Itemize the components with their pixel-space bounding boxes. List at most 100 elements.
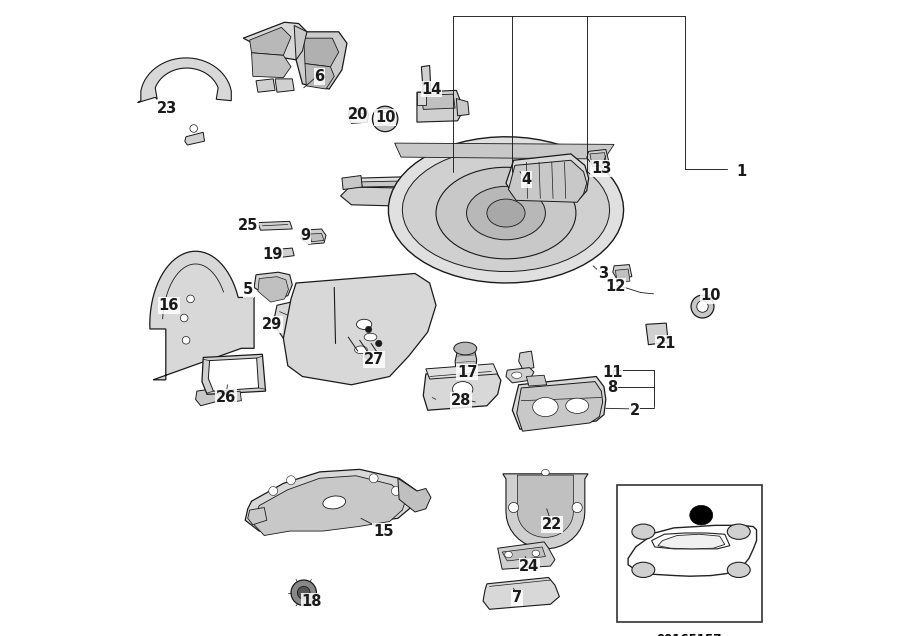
Ellipse shape	[566, 398, 589, 413]
Polygon shape	[658, 534, 724, 549]
Bar	[616, 485, 761, 622]
Polygon shape	[305, 64, 334, 89]
Polygon shape	[646, 323, 668, 345]
Polygon shape	[138, 58, 231, 102]
Text: 21: 21	[656, 336, 677, 351]
Ellipse shape	[291, 580, 317, 605]
Text: 7: 7	[512, 590, 522, 605]
Ellipse shape	[487, 199, 525, 227]
Polygon shape	[506, 368, 534, 383]
Polygon shape	[503, 474, 588, 549]
Text: 13: 13	[591, 161, 612, 176]
Text: 1: 1	[736, 164, 746, 179]
Ellipse shape	[454, 342, 477, 355]
Polygon shape	[590, 153, 607, 167]
Text: 8: 8	[608, 380, 617, 396]
Polygon shape	[508, 160, 587, 202]
Text: 29: 29	[262, 317, 282, 332]
Polygon shape	[652, 533, 730, 549]
Ellipse shape	[323, 496, 346, 509]
Polygon shape	[348, 108, 369, 123]
Text: 18: 18	[302, 593, 322, 609]
Polygon shape	[274, 299, 311, 338]
Polygon shape	[248, 508, 266, 525]
Polygon shape	[258, 277, 289, 302]
Polygon shape	[417, 92, 426, 105]
Ellipse shape	[533, 398, 558, 417]
Polygon shape	[202, 354, 266, 394]
Polygon shape	[208, 358, 258, 391]
Text: 10: 10	[375, 110, 395, 125]
Text: 3: 3	[598, 266, 608, 281]
Polygon shape	[243, 22, 307, 60]
Polygon shape	[402, 148, 609, 272]
Ellipse shape	[505, 551, 512, 558]
Polygon shape	[258, 221, 292, 230]
Polygon shape	[275, 248, 294, 258]
Ellipse shape	[182, 336, 190, 344]
Text: 25: 25	[238, 218, 258, 233]
Polygon shape	[249, 27, 291, 55]
Text: 23: 23	[157, 100, 177, 116]
Polygon shape	[506, 154, 589, 198]
Ellipse shape	[286, 476, 295, 485]
Text: 15: 15	[373, 523, 393, 539]
Text: 22: 22	[542, 517, 562, 532]
Ellipse shape	[375, 340, 382, 347]
Polygon shape	[417, 90, 463, 122]
Ellipse shape	[697, 301, 708, 312]
Ellipse shape	[542, 469, 549, 476]
Polygon shape	[483, 577, 560, 609]
Text: 00165157: 00165157	[656, 633, 722, 636]
Polygon shape	[342, 176, 362, 190]
Polygon shape	[254, 272, 292, 299]
Polygon shape	[587, 149, 609, 165]
Text: 17: 17	[457, 364, 477, 380]
Ellipse shape	[365, 326, 372, 333]
Text: 26: 26	[216, 390, 237, 405]
Polygon shape	[456, 99, 469, 116]
Polygon shape	[310, 233, 324, 242]
Polygon shape	[423, 369, 501, 410]
Text: 4: 4	[521, 172, 531, 187]
Polygon shape	[149, 251, 254, 380]
Ellipse shape	[508, 502, 518, 513]
Polygon shape	[526, 375, 546, 386]
Polygon shape	[349, 173, 564, 198]
Ellipse shape	[379, 113, 392, 125]
Ellipse shape	[269, 487, 277, 495]
Text: 10: 10	[700, 288, 721, 303]
Polygon shape	[361, 178, 544, 187]
Polygon shape	[340, 187, 563, 216]
Ellipse shape	[727, 524, 751, 539]
Polygon shape	[294, 25, 307, 60]
Text: 20: 20	[347, 107, 368, 122]
Text: 12: 12	[605, 279, 626, 294]
Polygon shape	[256, 79, 275, 92]
Polygon shape	[389, 137, 624, 283]
Ellipse shape	[190, 125, 197, 132]
Ellipse shape	[466, 186, 545, 240]
Ellipse shape	[691, 295, 714, 318]
Ellipse shape	[436, 167, 576, 259]
Ellipse shape	[689, 506, 713, 525]
Polygon shape	[184, 132, 204, 145]
Polygon shape	[455, 349, 477, 377]
Ellipse shape	[392, 487, 400, 495]
Polygon shape	[252, 53, 291, 78]
Text: 24: 24	[519, 558, 540, 574]
Text: 14: 14	[421, 81, 442, 97]
Polygon shape	[517, 382, 603, 431]
Polygon shape	[245, 469, 417, 531]
Text: 2: 2	[629, 403, 640, 418]
Polygon shape	[518, 475, 573, 537]
Polygon shape	[421, 94, 455, 109]
Text: 28: 28	[451, 393, 471, 408]
Ellipse shape	[364, 353, 371, 359]
Text: 16: 16	[158, 298, 179, 313]
Ellipse shape	[727, 562, 751, 577]
Polygon shape	[421, 66, 431, 93]
Polygon shape	[398, 478, 431, 512]
Polygon shape	[502, 547, 545, 561]
Polygon shape	[628, 525, 757, 576]
